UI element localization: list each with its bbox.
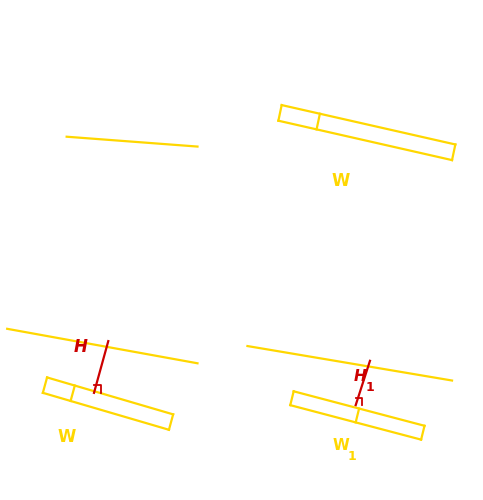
Text: 1: 1 [366, 382, 374, 394]
Text: W: W [333, 438, 350, 454]
Text: 1: 1 [348, 450, 356, 464]
Text: H: H [354, 370, 367, 384]
Text: W: W [57, 428, 76, 446]
Text: H: H [74, 338, 88, 356]
Text: B: B [252, 14, 263, 28]
Text: W: W [331, 172, 349, 190]
Text: C: C [12, 262, 22, 276]
Text: D: D [252, 262, 264, 276]
Text: A: A [12, 14, 23, 28]
